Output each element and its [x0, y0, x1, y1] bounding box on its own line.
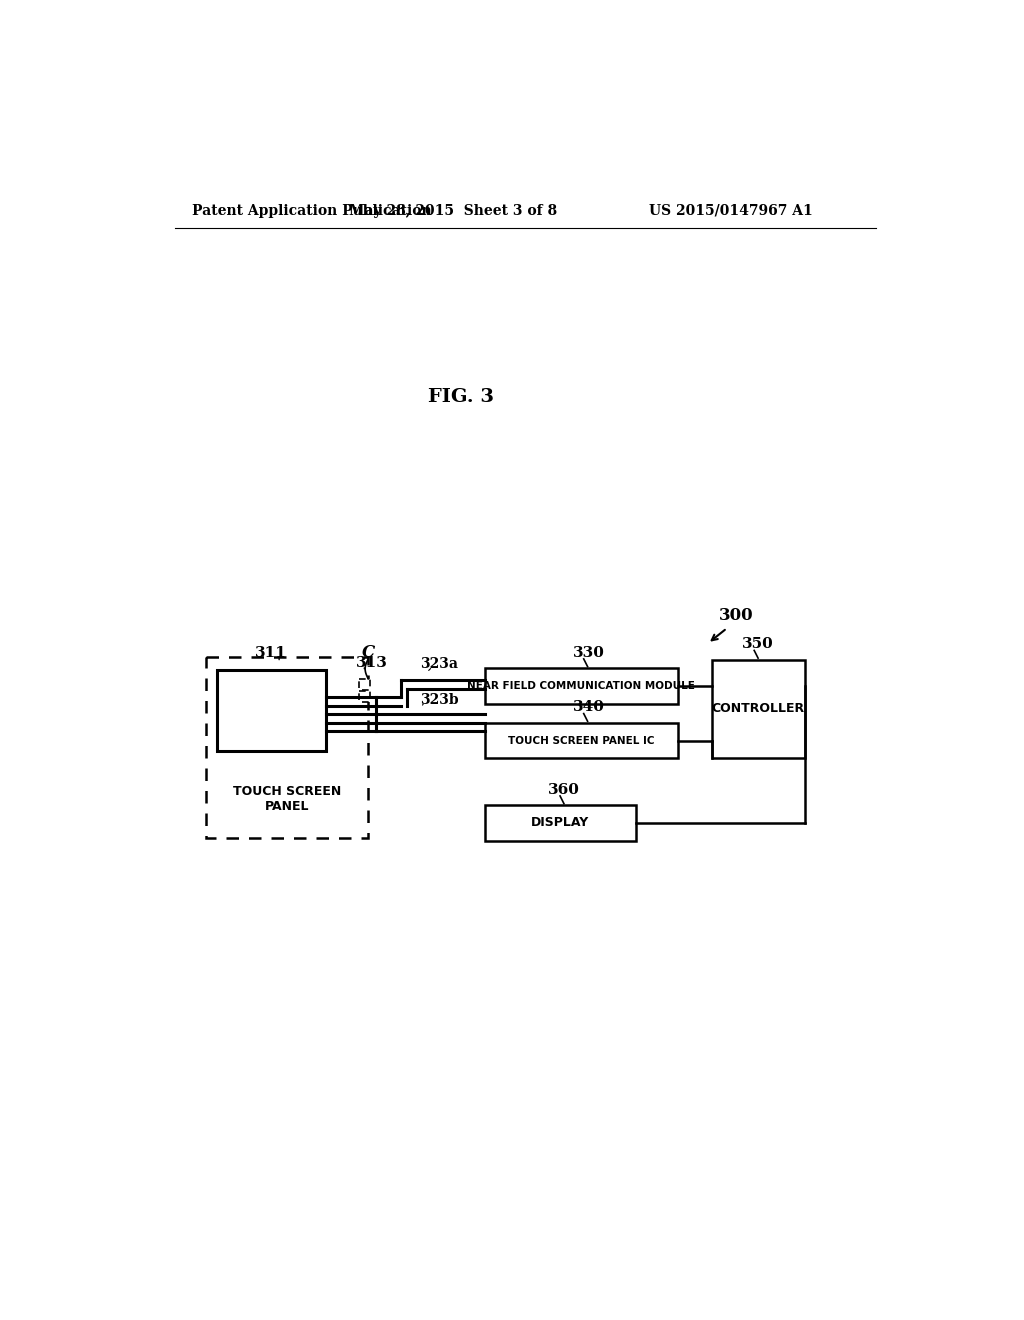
Text: NEAR FIELD COMMUNICATION MODULE: NEAR FIELD COMMUNICATION MODULE: [467, 681, 695, 690]
Bar: [484, 805, 636, 841]
Text: CONTROLLER: CONTROLLER: [712, 702, 805, 715]
Text: TOUCH SCREEN
PANEL: TOUCH SCREEN PANEL: [232, 785, 341, 813]
Bar: [217, 671, 326, 751]
Bar: [359, 692, 370, 702]
Text: 360: 360: [548, 783, 580, 797]
Bar: [206, 656, 369, 838]
Text: 340: 340: [573, 701, 605, 714]
Text: 330: 330: [573, 645, 605, 660]
Text: 323b: 323b: [420, 693, 459, 706]
Text: US 2015/0147967 A1: US 2015/0147967 A1: [649, 203, 813, 218]
Bar: [359, 678, 370, 689]
Text: C: C: [361, 644, 375, 661]
Text: FIG. 3: FIG. 3: [428, 388, 495, 407]
Text: TOUCH SCREEN PANEL IC: TOUCH SCREEN PANEL IC: [508, 735, 654, 746]
Bar: [484, 668, 678, 704]
Text: Patent Application Publication: Patent Application Publication: [191, 203, 431, 218]
Bar: [484, 723, 678, 758]
Text: DISPLAY: DISPLAY: [530, 816, 589, 829]
Text: 313: 313: [356, 656, 388, 669]
Bar: [712, 660, 805, 758]
Text: 300: 300: [719, 606, 754, 623]
Text: 350: 350: [742, 638, 774, 651]
Text: 323a: 323a: [420, 657, 458, 672]
Text: 311: 311: [255, 645, 288, 660]
Text: May 28, 2015  Sheet 3 of 8: May 28, 2015 Sheet 3 of 8: [349, 203, 557, 218]
